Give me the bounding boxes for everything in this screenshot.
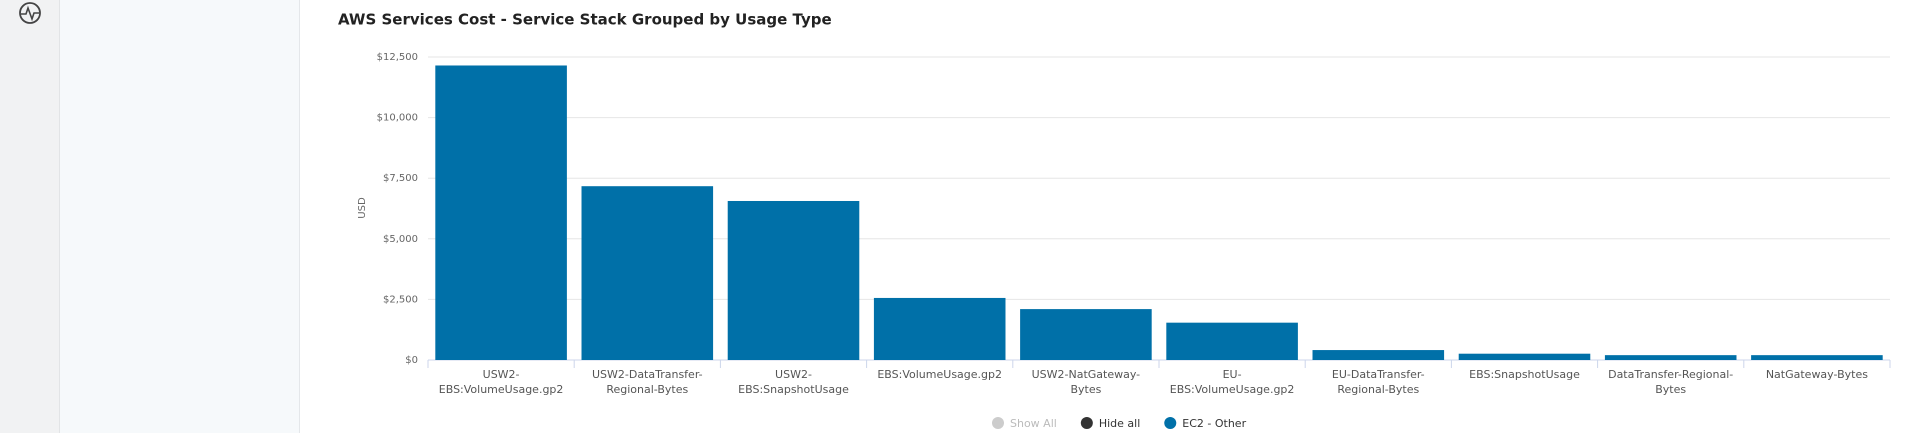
legend-show-all[interactable]: Show All bbox=[1010, 417, 1057, 430]
legend-marker bbox=[1164, 417, 1177, 429]
bar bbox=[873, 297, 1006, 360]
activity-icon[interactable] bbox=[0, 0, 60, 40]
x-tick-label: USW2-EBS:VolumeUsage.gp2 bbox=[438, 368, 564, 396]
y-axis-label: USD bbox=[357, 197, 368, 219]
y-tick-label: $7,500 bbox=[383, 173, 418, 184]
chart-title: AWS Services Cost - Service Stack Groupe… bbox=[338, 11, 832, 29]
y-tick-label: $5,000 bbox=[383, 234, 418, 245]
x-tick-label: DataTransfer-Regional-Bytes bbox=[1608, 368, 1734, 396]
y-tick-label: $2,500 bbox=[383, 294, 418, 305]
sidebar bbox=[0, 0, 60, 433]
x-tick-label: EBS:VolumeUsage.gp2 bbox=[877, 368, 1002, 381]
bar bbox=[581, 186, 714, 360]
x-tick-label: NatGateway-Bytes bbox=[1765, 368, 1868, 381]
legend-entry[interactable]: EC2 - Other bbox=[1182, 417, 1246, 430]
legend-hide-all[interactable]: Hide all bbox=[1099, 417, 1140, 430]
legend-marker bbox=[992, 417, 1004, 429]
x-tick-label: USW2-NatGateway-Bytes bbox=[1031, 368, 1141, 396]
bar bbox=[1458, 353, 1591, 360]
y-tick-label: $10,000 bbox=[377, 113, 418, 124]
y-tick-label: $0 bbox=[405, 355, 418, 366]
bar bbox=[1166, 322, 1298, 360]
bar bbox=[1604, 355, 1737, 360]
side-panel bbox=[60, 0, 300, 433]
bar bbox=[435, 65, 567, 360]
bar bbox=[1751, 355, 1883, 360]
bar bbox=[1020, 309, 1152, 360]
x-tick-label: USW2-EBS:SnapshotUsage bbox=[738, 368, 849, 396]
bar bbox=[1312, 350, 1445, 360]
x-tick-label: EU-EBS:VolumeUsage.gp2 bbox=[1169, 368, 1295, 396]
bar bbox=[727, 200, 860, 360]
x-tick-label: EU-DataTransfer-Regional-Bytes bbox=[1331, 368, 1425, 396]
x-tick-label: EBS:SnapshotUsage bbox=[1469, 368, 1580, 381]
legend-marker bbox=[1080, 417, 1093, 429]
x-tick-label: USW2-DataTransfer-Regional-Bytes bbox=[591, 368, 703, 396]
y-tick-label: $12,500 bbox=[377, 52, 418, 63]
